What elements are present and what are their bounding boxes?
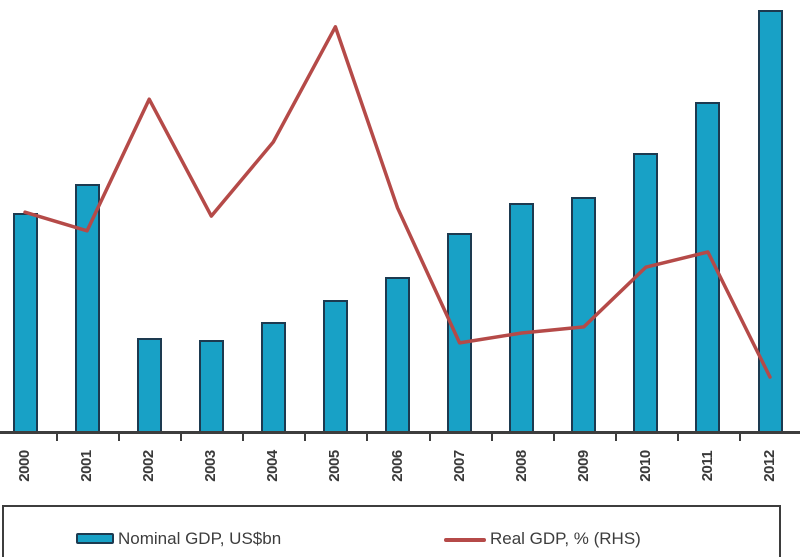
x-label-2004: 2004 <box>264 450 282 482</box>
legend-nominal-gdp-label: Nominal GDP, US$bn <box>118 529 282 548</box>
x-label-2008: 2008 <box>512 450 530 482</box>
x-label-2011: 2011 <box>698 450 716 482</box>
axis-tick <box>366 434 369 441</box>
axis-tick <box>180 434 183 441</box>
bar-2007 <box>447 232 473 433</box>
bar-2002 <box>136 338 162 433</box>
bar-2004 <box>260 322 286 433</box>
line-swatch-icon <box>444 538 486 542</box>
axis-tick <box>676 434 679 441</box>
bar-2005 <box>322 300 348 433</box>
bar-2011 <box>695 102 721 433</box>
bar-2012 <box>757 9 783 433</box>
x-label-2012: 2012 <box>761 450 778 482</box>
x-label-2002: 2002 <box>140 450 158 482</box>
x-label-2006: 2006 <box>388 450 406 482</box>
bar-2003 <box>198 339 224 433</box>
plot-area <box>12 9 783 433</box>
x-label-2010: 2010 <box>636 450 654 482</box>
x-axis-line <box>0 431 800 434</box>
x-label-2003: 2003 <box>202 450 220 482</box>
axis-tick <box>242 434 245 441</box>
x-label-2001: 2001 <box>78 450 96 482</box>
x-label-2005: 2005 <box>326 450 344 482</box>
axis-tick <box>428 434 431 441</box>
bar-2001 <box>74 184 100 433</box>
bar-2010 <box>633 152 659 433</box>
x-label-2000: 2000 <box>16 450 33 482</box>
axis-tick <box>552 434 555 441</box>
axis-tick <box>738 434 741 441</box>
axis-tick <box>614 434 617 441</box>
axis-tick <box>56 434 59 441</box>
axis-tick <box>118 434 121 441</box>
x-label-2007: 2007 <box>450 450 468 482</box>
bar-2006 <box>385 277 410 433</box>
legend-real-gdp-label: Real GDP, % (RHS) <box>490 529 641 548</box>
legend: Nominal GDP, US$bn Real GDP, % (RHS) <box>2 505 781 557</box>
bar-2000 <box>12 213 38 433</box>
bar-swatch-icon <box>76 533 114 544</box>
axis-tick <box>304 434 307 441</box>
x-label-2009: 2009 <box>574 450 592 482</box>
bar-2008 <box>509 203 535 433</box>
axis-tick <box>490 434 493 441</box>
bar-2009 <box>571 197 597 433</box>
